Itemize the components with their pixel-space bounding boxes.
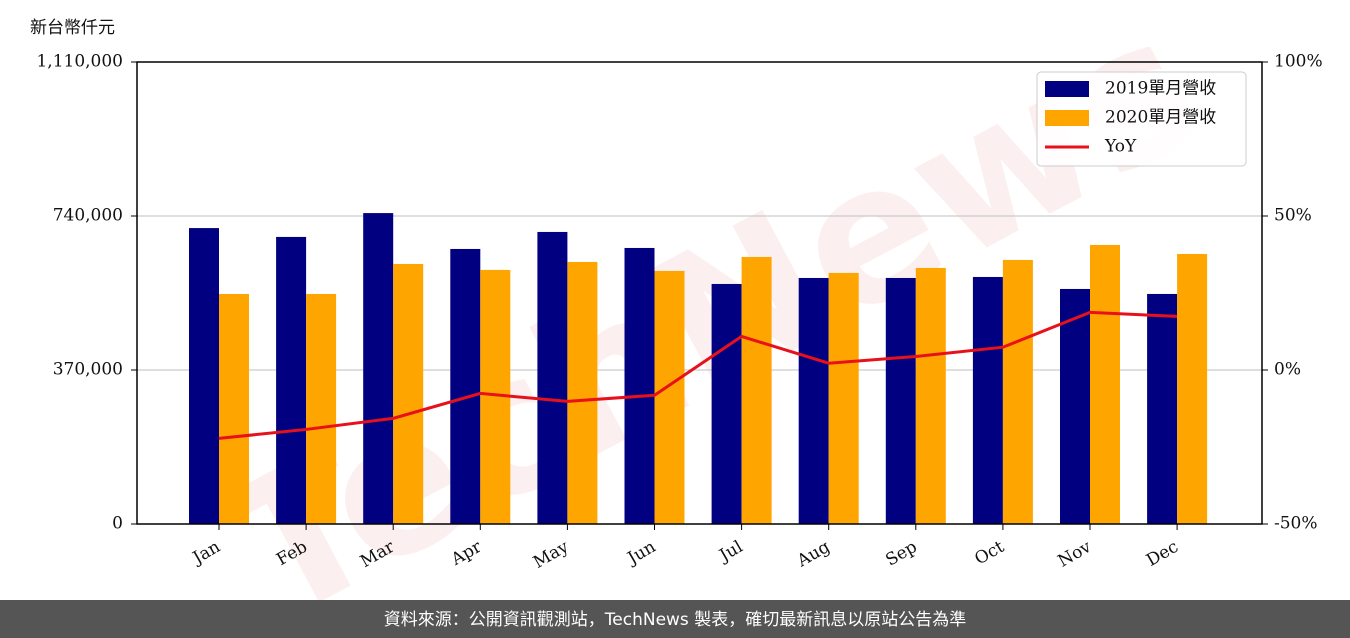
- y-tick-label: 1,110,000: [36, 52, 123, 72]
- x-tick-label: Jul: [715, 537, 747, 567]
- footer-bar: [0, 600, 1350, 638]
- x-tick-label: Oct: [971, 537, 1007, 570]
- legend-box: [1036, 71, 1247, 167]
- legend-label: 2019單月營收: [1105, 79, 1216, 99]
- y2-tick-label: -50%: [1274, 514, 1318, 534]
- x-tick-label: May: [530, 537, 573, 573]
- x-tick-label: Nov: [1055, 537, 1095, 572]
- x-tick-label: Jan: [188, 537, 224, 569]
- bar: [1002, 259, 1033, 524]
- plot-frame: [136, 61, 1263, 525]
- y2-tick-label: 0%: [1274, 360, 1301, 380]
- y-tick-label: 740,000: [53, 206, 123, 226]
- bar: [189, 228, 219, 525]
- bar: [537, 231, 568, 524]
- bar: [363, 213, 394, 524]
- bar: [741, 256, 772, 524]
- bar: [654, 270, 685, 524]
- bar: [711, 283, 742, 524]
- bar: [1177, 253, 1208, 524]
- bar: [798, 277, 829, 524]
- bar: [393, 263, 424, 524]
- bar: [885, 277, 916, 524]
- y-tick-label: 370,000: [53, 360, 123, 380]
- bar: [306, 293, 337, 524]
- x-tick-label: Sep: [882, 537, 920, 571]
- legend-swatch: [1045, 110, 1089, 126]
- y2-tick-label: 50%: [1274, 206, 1312, 226]
- bar: [219, 293, 249, 524]
- y-tick-label: 0: [112, 514, 123, 534]
- bar: [915, 267, 946, 524]
- bar: [624, 247, 655, 525]
- bar: [450, 248, 481, 524]
- bar: [1060, 288, 1090, 524]
- bar: [276, 236, 307, 524]
- legend-label: 2020單月營收: [1105, 108, 1216, 128]
- line: [218, 310, 1178, 440]
- x-tick-label: Jun: [623, 537, 660, 570]
- bar: [567, 261, 598, 524]
- x-tick-label: Aug: [793, 537, 834, 572]
- bar: [1147, 293, 1178, 524]
- footer: 資料來源：公開資訊觀測站，TechNews 製表，確切最新訊息以原站公告為準: [384, 610, 966, 630]
- x-tick-label: Dec: [1143, 537, 1182, 571]
- legend-swatch: [1045, 81, 1089, 97]
- y-axis-label: 新台幣仟元: [30, 18, 115, 38]
- legend-label: YoY: [1104, 137, 1137, 157]
- bar: [972, 276, 1003, 524]
- bar: [1090, 244, 1120, 525]
- y2-tick-label: 100%: [1274, 52, 1323, 72]
- bar: [828, 272, 859, 524]
